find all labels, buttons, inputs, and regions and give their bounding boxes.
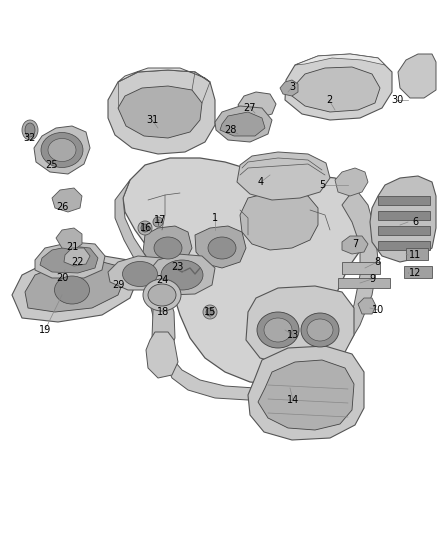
Polygon shape xyxy=(370,176,436,262)
Polygon shape xyxy=(118,68,210,82)
Ellipse shape xyxy=(48,139,76,161)
Polygon shape xyxy=(40,246,98,273)
Ellipse shape xyxy=(154,237,182,259)
Text: 24: 24 xyxy=(156,275,168,285)
Polygon shape xyxy=(108,70,215,154)
Polygon shape xyxy=(292,67,380,112)
Polygon shape xyxy=(115,180,168,355)
Bar xyxy=(406,248,428,260)
Polygon shape xyxy=(220,112,265,136)
Polygon shape xyxy=(162,345,315,400)
Ellipse shape xyxy=(41,133,83,167)
Polygon shape xyxy=(25,260,124,312)
Text: 1: 1 xyxy=(212,213,218,223)
Ellipse shape xyxy=(138,221,152,235)
Ellipse shape xyxy=(208,237,236,259)
Bar xyxy=(378,196,430,205)
Ellipse shape xyxy=(141,224,149,232)
Text: 32: 32 xyxy=(24,133,36,143)
Polygon shape xyxy=(215,106,272,142)
Polygon shape xyxy=(108,256,175,290)
Text: 3: 3 xyxy=(289,82,295,92)
Text: 19: 19 xyxy=(39,325,51,335)
Bar xyxy=(342,262,380,274)
Polygon shape xyxy=(342,236,368,254)
Polygon shape xyxy=(280,80,298,96)
Polygon shape xyxy=(56,228,82,250)
Polygon shape xyxy=(123,158,368,385)
Text: 13: 13 xyxy=(287,330,299,340)
Text: 21: 21 xyxy=(66,242,78,252)
Polygon shape xyxy=(315,188,378,378)
Ellipse shape xyxy=(257,312,299,348)
Polygon shape xyxy=(238,92,276,118)
Text: 7: 7 xyxy=(352,239,358,249)
Ellipse shape xyxy=(22,120,38,140)
Polygon shape xyxy=(398,54,436,98)
Ellipse shape xyxy=(264,318,292,342)
Bar xyxy=(378,226,430,235)
Polygon shape xyxy=(34,126,90,174)
Text: 5: 5 xyxy=(319,180,325,190)
Bar xyxy=(378,211,430,220)
Text: 23: 23 xyxy=(171,262,183,272)
Polygon shape xyxy=(195,226,246,268)
Ellipse shape xyxy=(143,279,181,311)
Text: 15: 15 xyxy=(204,307,216,317)
Ellipse shape xyxy=(301,313,339,347)
Bar xyxy=(378,241,430,250)
Text: 14: 14 xyxy=(287,395,299,405)
Text: 16: 16 xyxy=(140,223,152,233)
Ellipse shape xyxy=(148,284,176,306)
Text: 26: 26 xyxy=(56,202,68,212)
Polygon shape xyxy=(143,226,192,268)
Text: 12: 12 xyxy=(409,268,421,278)
Text: 9: 9 xyxy=(369,274,375,284)
Polygon shape xyxy=(12,255,138,322)
Polygon shape xyxy=(52,188,82,212)
Ellipse shape xyxy=(25,123,35,137)
Polygon shape xyxy=(335,168,368,196)
Text: 17: 17 xyxy=(154,215,166,225)
Polygon shape xyxy=(35,242,105,278)
Polygon shape xyxy=(237,152,330,200)
Polygon shape xyxy=(285,54,392,120)
Ellipse shape xyxy=(153,217,163,227)
Text: 6: 6 xyxy=(412,217,418,227)
Polygon shape xyxy=(248,346,364,440)
Text: 11: 11 xyxy=(409,250,421,260)
Ellipse shape xyxy=(161,260,203,290)
Polygon shape xyxy=(358,298,376,314)
Bar xyxy=(404,266,432,278)
Text: 31: 31 xyxy=(146,115,158,125)
Text: 10: 10 xyxy=(372,305,384,315)
Polygon shape xyxy=(246,286,354,365)
Polygon shape xyxy=(118,86,202,138)
Ellipse shape xyxy=(307,319,333,341)
Text: 20: 20 xyxy=(56,273,68,283)
Ellipse shape xyxy=(123,262,158,287)
Polygon shape xyxy=(146,332,178,378)
Text: 18: 18 xyxy=(157,307,169,317)
Text: 27: 27 xyxy=(244,103,256,113)
Text: 2: 2 xyxy=(326,95,332,105)
Polygon shape xyxy=(148,254,215,295)
Text: 30: 30 xyxy=(391,95,403,105)
Text: 22: 22 xyxy=(72,257,84,267)
Polygon shape xyxy=(152,300,175,350)
Polygon shape xyxy=(295,54,385,65)
Text: 25: 25 xyxy=(46,160,58,170)
Ellipse shape xyxy=(206,308,214,316)
Text: 29: 29 xyxy=(112,280,124,290)
Bar xyxy=(338,278,390,288)
Ellipse shape xyxy=(54,276,89,304)
Text: 28: 28 xyxy=(224,125,236,135)
Text: 8: 8 xyxy=(374,257,380,267)
Polygon shape xyxy=(64,248,90,266)
Polygon shape xyxy=(258,360,354,430)
Polygon shape xyxy=(240,192,318,250)
Ellipse shape xyxy=(203,305,217,319)
Text: 4: 4 xyxy=(258,177,264,187)
